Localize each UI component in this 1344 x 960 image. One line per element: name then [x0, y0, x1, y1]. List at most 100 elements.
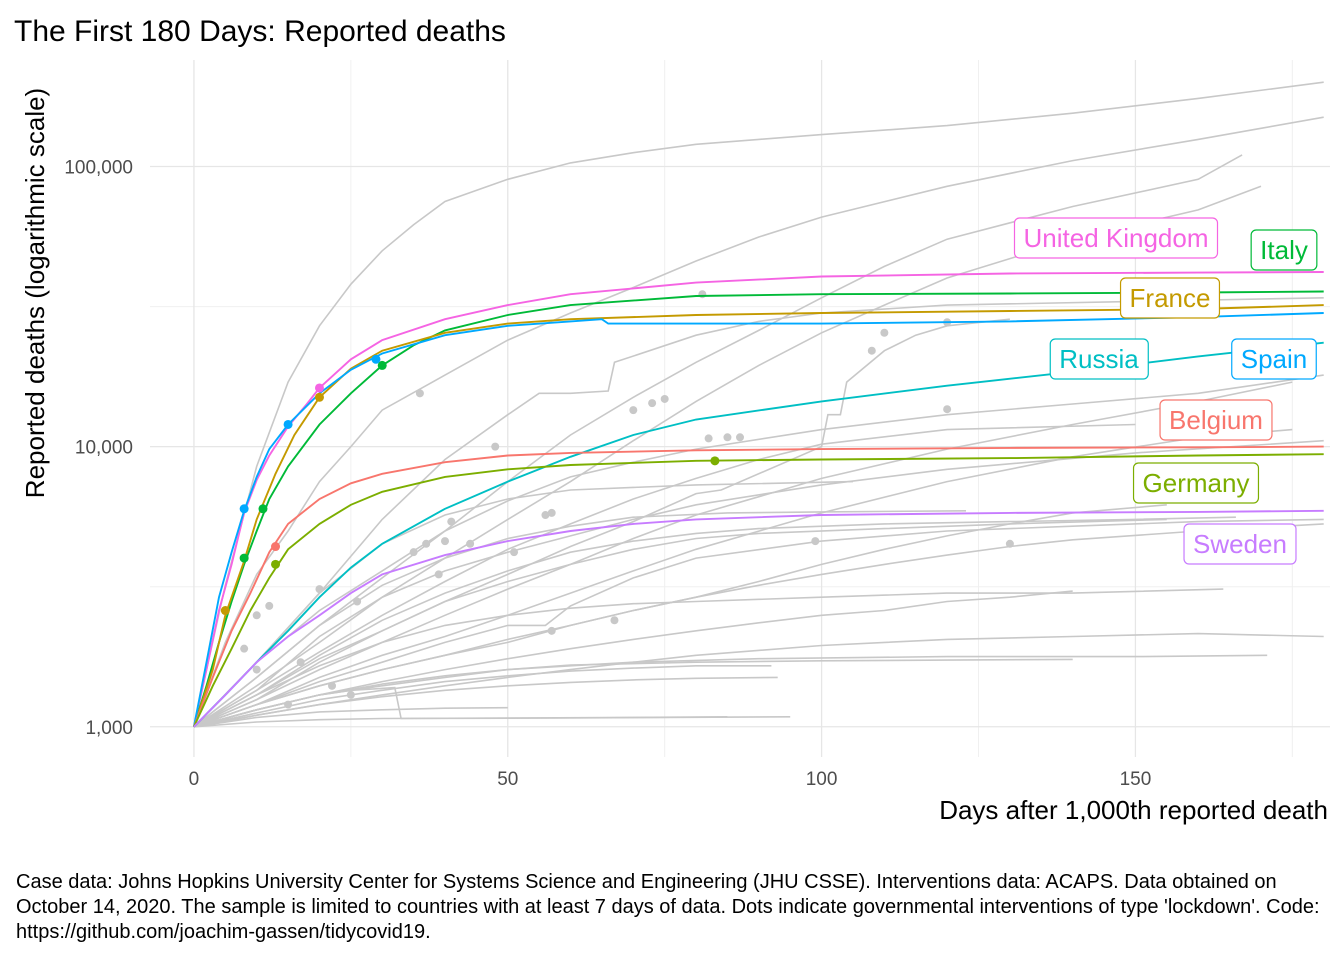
lockdown-dot-spain: [371, 354, 381, 364]
x-tick-label: 150: [1120, 769, 1152, 790]
chart-canvas: The First 180 Days: Reported deaths Unit…: [14, 15, 1330, 825]
lockdown-dot-france: [314, 392, 324, 402]
label-box: [1013, 217, 1219, 259]
other-lockdown-dot: [296, 658, 305, 667]
caption: Case data: Johns Hopkins University Cent…: [16, 871, 1320, 943]
series-line-belgium: [193, 445, 1324, 728]
label-text: France: [1130, 283, 1211, 313]
label-box: [1132, 462, 1260, 504]
other-lockdown-dot: [660, 394, 669, 403]
lockdown-dot-italy: [377, 360, 387, 370]
x-axis-title: Days after 1,000th reported death: [939, 795, 1328, 825]
other-lockdown-dot: [704, 434, 713, 443]
other-country-line: [193, 676, 778, 728]
label-box: [1183, 523, 1297, 565]
label-belgium: Belgium: [1159, 399, 1273, 441]
other-country-line: [193, 381, 1293, 728]
other-country-line: [193, 297, 1324, 728]
other-lockdown-dot: [943, 405, 952, 414]
other-country-line: [193, 716, 728, 728]
other-country-line: [193, 185, 1262, 728]
series-line-spain: [192, 312, 1324, 727]
label-box: [1159, 399, 1273, 441]
other-country-line: [193, 518, 1167, 728]
other-country-line: [193, 518, 1324, 728]
other-countries-lines: [193, 81, 1324, 728]
x-tick-label: 100: [806, 769, 838, 790]
other-lockdown-dot: [547, 626, 556, 635]
other-country-line: [193, 706, 508, 728]
other-lockdown-dot: [415, 389, 424, 398]
other-lockdown-dot: [447, 517, 456, 526]
other-lockdown-dot: [434, 570, 443, 579]
other-lockdown-dot: [541, 511, 550, 520]
y-axis-ticks: 1,000 10,000 100,000: [64, 158, 133, 739]
other-lockdown-dot: [441, 537, 449, 546]
lockdown-dot-italy: [239, 553, 249, 563]
other-lockdown-dot: [547, 508, 556, 517]
other-lockdown-dot: [610, 616, 619, 625]
lockdown-dot-germany: [271, 559, 281, 569]
other-country-line: [193, 428, 1293, 728]
x-tick-label: 50: [497, 769, 518, 790]
other-lockdown-dot: [723, 433, 732, 442]
other-lockdown-dots: [240, 290, 1014, 709]
x-tick-label: 0: [189, 769, 200, 790]
label-spain: Spain: [1231, 338, 1317, 380]
y-axis-title: Reported deaths (logarithmic scale): [20, 88, 50, 498]
other-lockdown-dot: [811, 537, 820, 546]
highlighted-lines: [192, 271, 1324, 728]
label-box: [1231, 338, 1317, 380]
other-lockdown-dot: [315, 585, 324, 594]
label-text: United Kingdom: [1024, 223, 1209, 253]
other-lockdown-dot: [240, 644, 249, 653]
other-country-line: [193, 81, 1324, 727]
label-box: [1049, 338, 1149, 380]
other-lockdown-dot: [346, 690, 355, 699]
label-sweden: Sweden: [1183, 523, 1297, 565]
other-lockdown-dot: [409, 548, 418, 557]
other-lockdown-dot: [328, 681, 337, 690]
other-lockdown-dot: [648, 399, 657, 408]
lockdown-dot-spain: [283, 419, 293, 429]
label-text: Sweden: [1193, 529, 1287, 559]
other-country-line: [193, 504, 1167, 728]
series-line-germany: [193, 453, 1324, 728]
other-lockdown-dot: [629, 406, 638, 415]
other-country-line: [193, 510, 967, 728]
other-lockdown-dot: [284, 700, 293, 709]
other-lockdown-dot: [252, 665, 261, 674]
other-lockdown-dot: [698, 290, 707, 299]
label-box: [1250, 229, 1318, 271]
lockdown-dot-spain: [239, 504, 249, 514]
label-text: Italy: [1260, 235, 1308, 265]
y-tick-label: 10,000: [75, 438, 133, 459]
country-labels: United Kingdom Italy France Spain Russia Belg…: [1013, 217, 1318, 565]
label-text: Russia: [1059, 344, 1139, 374]
lockdown-dot-germany: [710, 456, 720, 466]
label-italy: Italy: [1250, 229, 1318, 271]
label-text: Spain: [1241, 344, 1308, 374]
other-lockdown-dot: [252, 611, 261, 620]
other-lockdown-dot: [880, 328, 889, 337]
other-lockdown-dot: [265, 601, 274, 610]
other-lockdown-dot: [422, 539, 431, 548]
other-country-line: [193, 523, 1324, 728]
other-lockdown-dot: [1005, 539, 1014, 548]
other-country-line: [193, 588, 1224, 728]
label-box: [1119, 277, 1221, 319]
label-text: Germany: [1143, 468, 1250, 498]
y-tick-label: 1,000: [85, 718, 133, 739]
other-country-line: [193, 116, 1324, 728]
lockdown-dot-france: [220, 606, 230, 616]
other-country-line: [193, 632, 1324, 728]
other-lockdown-dot: [736, 433, 744, 442]
lockdown-dot-belgium: [271, 542, 281, 552]
series-line-russia: [193, 341, 1324, 728]
highlighted-lockdown-dots: [220, 354, 720, 616]
other-lockdown-dot: [466, 539, 475, 548]
series-line-france: [192, 304, 1324, 728]
series-line-sweden: [193, 509, 1324, 728]
x-axis-ticks: 0 50 100 150: [189, 769, 1152, 790]
label-russia: Russia: [1049, 338, 1149, 380]
